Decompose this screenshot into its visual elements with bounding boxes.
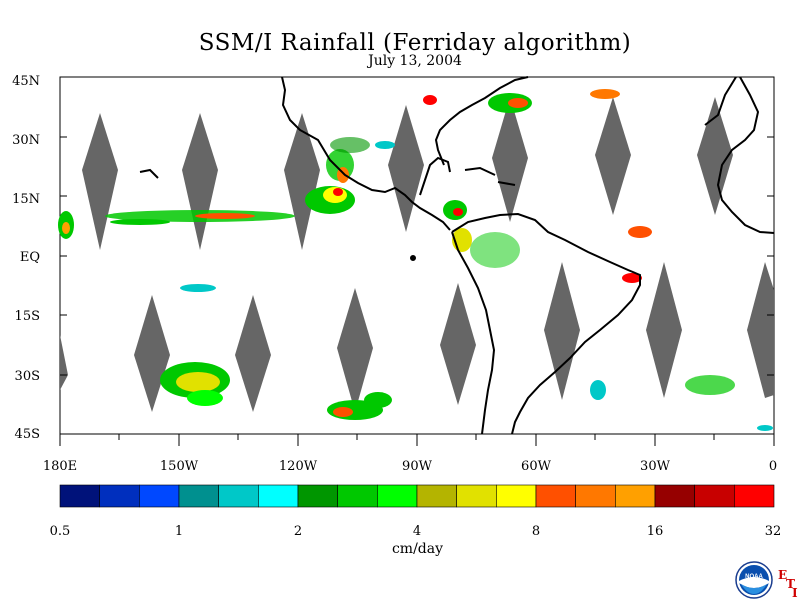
colorbar-swatch: [258, 484, 299, 508]
colorbar-tick-label: 8: [532, 524, 540, 539]
colorbar-swatch: [694, 484, 735, 508]
swath-gap: [82, 113, 118, 250]
colorbar: [59, 484, 775, 508]
colorbar-tick-label: 1: [175, 524, 183, 539]
lon-label: 60W: [521, 459, 552, 474]
coastlines: [281, 76, 775, 435]
lat-label: 15N: [12, 192, 40, 207]
colorbar-swatch: [59, 484, 100, 508]
islands: [139, 166, 516, 261]
map-title: SSM/I Rainfall (Ferriday algorithm): [198, 30, 632, 56]
noaa-logo: NOAA: [735, 561, 773, 599]
swath-gap: [595, 97, 631, 215]
colorbar-swatch: [218, 484, 259, 508]
colorbar-swatch: [337, 484, 378, 508]
colorbar-swatch: [535, 484, 576, 508]
swath-gap: [544, 262, 580, 400]
colorbar-swatch: [139, 484, 180, 508]
logo-letter-t: T: [786, 577, 795, 591]
colorbar-swatch: [416, 484, 457, 508]
longitude-axis: 180E 150W 120W 90W 60W 30W 0: [43, 434, 777, 474]
lat-label: 30N: [12, 133, 40, 148]
lat-label: 15S: [15, 309, 40, 324]
swath-gap: [492, 97, 528, 222]
colorbar-swatch: [654, 484, 695, 508]
lat-label: 45S: [15, 427, 40, 442]
colorbar-tick-label: 4: [413, 524, 421, 539]
colorbar-swatch: [297, 484, 338, 508]
logo-letter-i: I: [792, 586, 798, 600]
colorbar-swatch: [734, 484, 775, 508]
lon-label: 0: [769, 459, 777, 474]
colorbar-tick-label: 2: [294, 524, 302, 539]
map-subtitle: July 13, 2004: [368, 53, 462, 69]
lon-label: 180E: [43, 459, 77, 474]
colorbar-ticks: 0.5 1 2 4 8 16 32: [50, 524, 782, 539]
lat-label: 45N: [12, 74, 40, 89]
lon-label: 150W: [160, 459, 199, 474]
colorbar-tick-label: 32: [765, 524, 782, 539]
swath-gap: [747, 262, 774, 398]
swath-gap: [235, 295, 271, 412]
lon-label: 120W: [279, 459, 318, 474]
lon-label: 90W: [402, 459, 433, 474]
colorbar-swatch: [456, 484, 497, 508]
swath-gap: [697, 97, 733, 215]
colorbar-unit-label: cm/day: [391, 541, 444, 557]
colorbar-swatch: [496, 484, 537, 508]
swath-gaps: [60, 97, 774, 412]
rainfall-patches: [58, 89, 773, 431]
colorbar-swatch: [575, 484, 616, 508]
colorbar-swatch: [99, 484, 140, 508]
logo-letter-e: E: [778, 568, 788, 582]
colorbar-tick-label: 0.5: [50, 524, 71, 539]
swath-gap: [182, 113, 218, 250]
colorbar-swatch: [377, 484, 418, 508]
swath-gap: [337, 288, 373, 412]
swath-gap: [646, 262, 682, 398]
swath-gap: [440, 283, 476, 405]
swath-gap: [284, 113, 320, 250]
lat-label: EQ: [20, 250, 40, 265]
colorbar-tick-label: 16: [647, 524, 664, 539]
swath-gap: [388, 105, 424, 232]
swath-gap: [60, 335, 68, 390]
latitude-axis: 45N 30N 15N EQ 15S 30S 45S: [12, 74, 774, 442]
lat-label: 30S: [15, 369, 40, 384]
colorbar-swatch: [178, 484, 219, 508]
colorbar-swatch: [615, 484, 656, 508]
logo-text: NOAA: [745, 574, 763, 580]
lon-label: 30W: [640, 459, 671, 474]
